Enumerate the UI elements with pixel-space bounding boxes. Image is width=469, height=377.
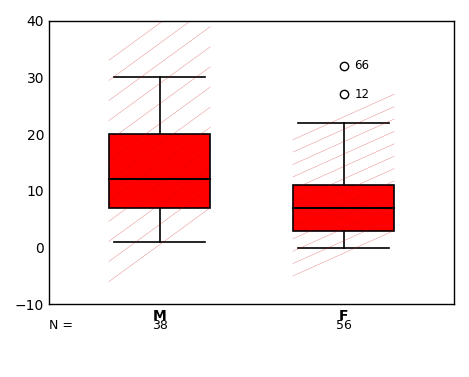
Text: 12: 12 bbox=[355, 88, 370, 101]
Text: 38: 38 bbox=[151, 319, 167, 331]
Text: 66: 66 bbox=[355, 60, 370, 72]
Text: N =: N = bbox=[49, 319, 73, 331]
FancyBboxPatch shape bbox=[293, 185, 394, 230]
FancyBboxPatch shape bbox=[109, 134, 210, 208]
Text: 56: 56 bbox=[336, 319, 351, 331]
